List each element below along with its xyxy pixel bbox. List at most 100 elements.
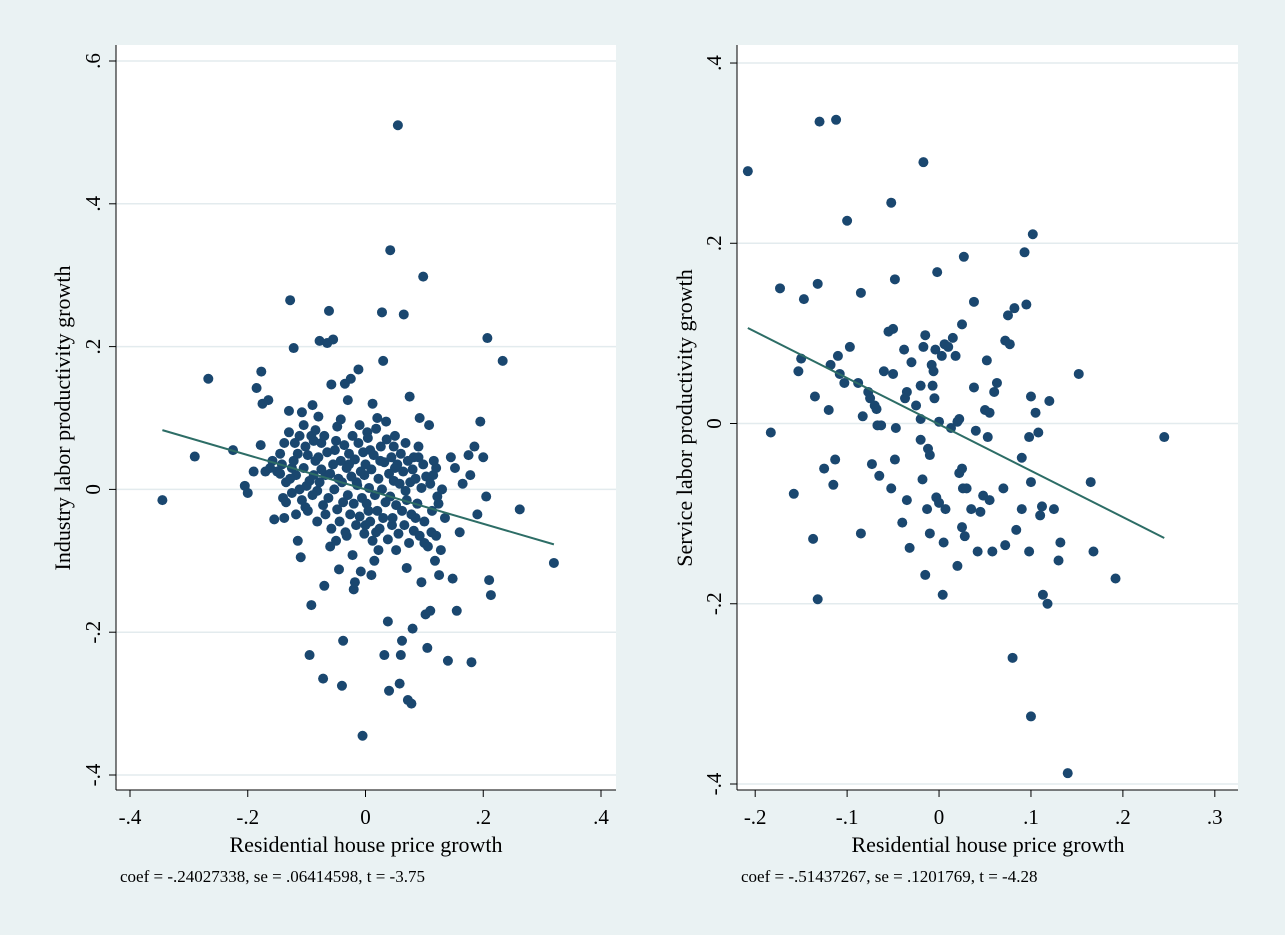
data-point [742, 166, 753, 177]
data-point [943, 341, 954, 352]
data-point [1088, 546, 1099, 557]
data-point [934, 497, 945, 508]
data-point [968, 382, 979, 393]
data-point [478, 452, 489, 463]
data-point [940, 504, 951, 515]
data-point [922, 504, 933, 515]
data-point [283, 427, 294, 438]
data-point [362, 432, 373, 443]
data-point [1053, 555, 1064, 566]
data-point [366, 570, 377, 581]
industry-panel: -.4 -.2 0 .2 .4 -.4 -.2 0 .2 .4 .6 Residential ho… [50, 45, 616, 886]
regression-note: coef = -.51437267, se = .1201769, t = -4… [741, 867, 1037, 886]
data-point [429, 555, 440, 566]
data-point [970, 425, 981, 436]
data-point [302, 450, 313, 461]
data-point [447, 573, 458, 584]
data-point [1037, 589, 1048, 600]
data-point [275, 468, 286, 479]
data-point [424, 420, 435, 431]
data-point [911, 400, 922, 411]
data-point [322, 447, 333, 458]
data-point [832, 350, 843, 361]
data-point [302, 505, 313, 516]
data-point [248, 466, 259, 477]
data-point [915, 434, 926, 445]
data-point [878, 366, 889, 377]
data-point [300, 441, 311, 452]
data-point [972, 546, 983, 557]
data-point [866, 459, 877, 470]
data-point [812, 278, 823, 289]
data-point [354, 511, 365, 522]
x-tick-label: -.2 [236, 805, 259, 829]
data-point [475, 416, 486, 427]
data-point [394, 678, 405, 689]
data-point [397, 505, 408, 516]
data-point [1025, 711, 1036, 722]
data-point [1024, 432, 1035, 443]
data-point [831, 114, 842, 125]
data-point [915, 380, 926, 391]
data-point [406, 509, 417, 520]
data-point [335, 455, 346, 466]
data-point [514, 504, 525, 515]
data-point [1035, 510, 1046, 521]
data-point [404, 391, 415, 402]
data-point [189, 451, 200, 462]
data-point [1016, 452, 1027, 463]
data-point [398, 309, 409, 320]
data-point [313, 411, 324, 422]
data-point [269, 514, 280, 525]
data-point [966, 504, 977, 515]
y-tick-label: -.2 [702, 592, 726, 615]
data-point [413, 441, 424, 452]
data-point [465, 470, 476, 481]
data-point [329, 445, 340, 456]
data-point [275, 448, 286, 459]
data-point [255, 440, 266, 451]
data-point [1085, 477, 1096, 488]
regression-note: coef = -.24027338, se = .06414598, t = -… [120, 867, 425, 886]
data-point [929, 393, 940, 404]
data-point [256, 366, 267, 377]
data-point [1021, 299, 1032, 310]
data-point [958, 251, 969, 262]
data-point [793, 366, 804, 377]
data-point [968, 296, 979, 307]
data-point [335, 414, 346, 425]
data-point [318, 500, 329, 511]
data-point [328, 459, 339, 470]
data-point [397, 635, 408, 646]
y-axis-label: Service labor productivity growth [672, 269, 697, 567]
data-point [814, 116, 825, 127]
data-point [497, 355, 508, 366]
scatter-points [742, 114, 1170, 779]
x-tick-labels: -.4 -.2 0 .2 .4 [119, 805, 610, 829]
data-point [419, 516, 430, 527]
data-point [331, 435, 342, 446]
data-point [296, 495, 307, 506]
data-point [445, 452, 456, 463]
data-point [1110, 573, 1121, 584]
data-point [355, 566, 366, 577]
data-point [325, 468, 336, 479]
data-point [399, 520, 410, 531]
data-point [294, 484, 305, 495]
data-point [1025, 477, 1036, 488]
data-point [932, 267, 943, 278]
axes [730, 45, 1238, 797]
data-point [466, 657, 477, 668]
data-point [434, 570, 445, 581]
data-point [347, 430, 358, 441]
data-point [920, 569, 931, 580]
data-point [1042, 598, 1053, 609]
data-point [326, 523, 337, 534]
x-tick-label: 0 [360, 805, 371, 829]
fit-line [747, 327, 1165, 539]
data-point [338, 497, 349, 508]
data-point [395, 448, 406, 459]
data-point [346, 471, 357, 482]
data-point [353, 364, 364, 375]
data-point [382, 534, 393, 545]
